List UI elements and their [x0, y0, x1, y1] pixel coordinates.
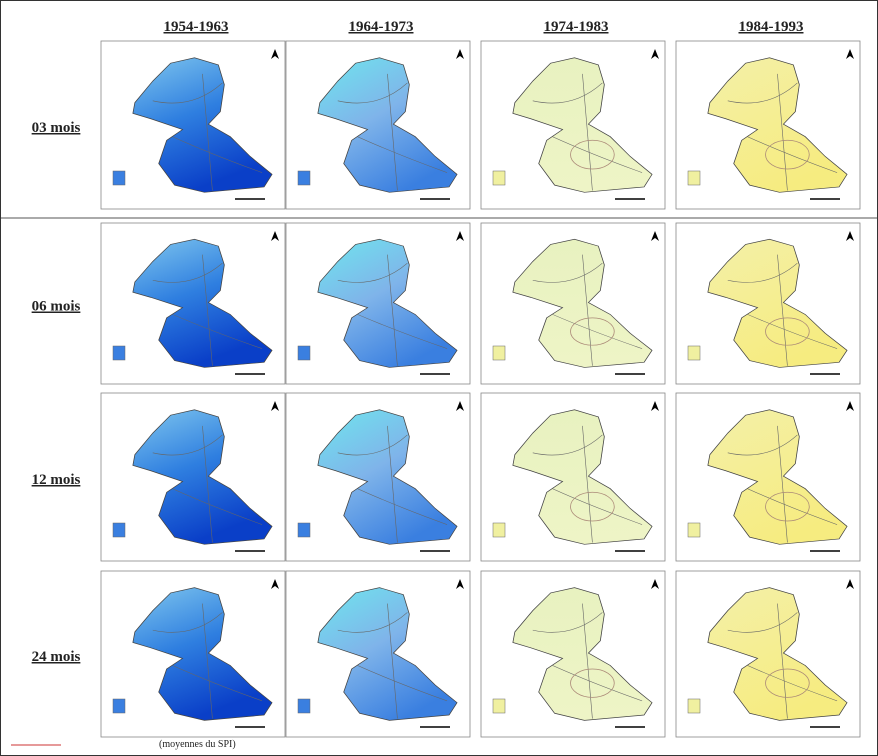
legend-swatch: [688, 346, 700, 360]
legend-swatch: [298, 171, 310, 185]
legend-swatch: [493, 171, 505, 185]
legend-swatch: [298, 523, 310, 537]
map-panel: [286, 571, 470, 737]
legend-swatch: [688, 171, 700, 185]
legend-swatch: [688, 523, 700, 537]
legend-swatch: [113, 699, 125, 713]
map-panel: [286, 41, 470, 209]
map-panel: [676, 571, 860, 737]
legend-swatch: [688, 699, 700, 713]
legend-swatch: [493, 346, 505, 360]
legend-swatch: [113, 171, 125, 185]
legend-swatch: [493, 523, 505, 537]
column-header: 1984-1993: [739, 19, 804, 35]
map-panel: [286, 223, 470, 384]
map-grid: (moyennes du SPI) 1954-1963 1964-1973 1974…: [1, 1, 877, 755]
map-panel: [481, 571, 665, 737]
map-panel: [676, 223, 860, 384]
legend-swatch: [493, 699, 505, 713]
row-header: 06 mois: [32, 299, 81, 315]
column-header: 1974-1983: [544, 19, 609, 35]
legend-swatch: [113, 523, 125, 537]
caption: (moyennes du SPI): [159, 739, 236, 750]
column-header: 1964-1973: [349, 19, 414, 35]
map-panel: [481, 41, 665, 209]
map-panel: [676, 393, 860, 561]
figure: (moyennes du SPI) 1954-1963 1964-1973 1974…: [0, 0, 878, 756]
row-header: 03 mois: [32, 120, 81, 136]
column-header: 1954-1963: [164, 19, 229, 35]
map-panel: [676, 41, 860, 209]
row-header: 12 mois: [32, 472, 81, 488]
map-panel: [481, 393, 665, 561]
map-panel: [481, 223, 665, 384]
legend-swatch: [298, 699, 310, 713]
legend-swatch: [113, 346, 125, 360]
map-panel: [101, 393, 285, 561]
map-panel: [101, 41, 285, 209]
row-header: 24 mois: [32, 649, 81, 665]
map-panel: [101, 223, 285, 384]
map-panel: [286, 393, 470, 561]
map-panel: [101, 571, 285, 737]
legend-swatch: [298, 346, 310, 360]
